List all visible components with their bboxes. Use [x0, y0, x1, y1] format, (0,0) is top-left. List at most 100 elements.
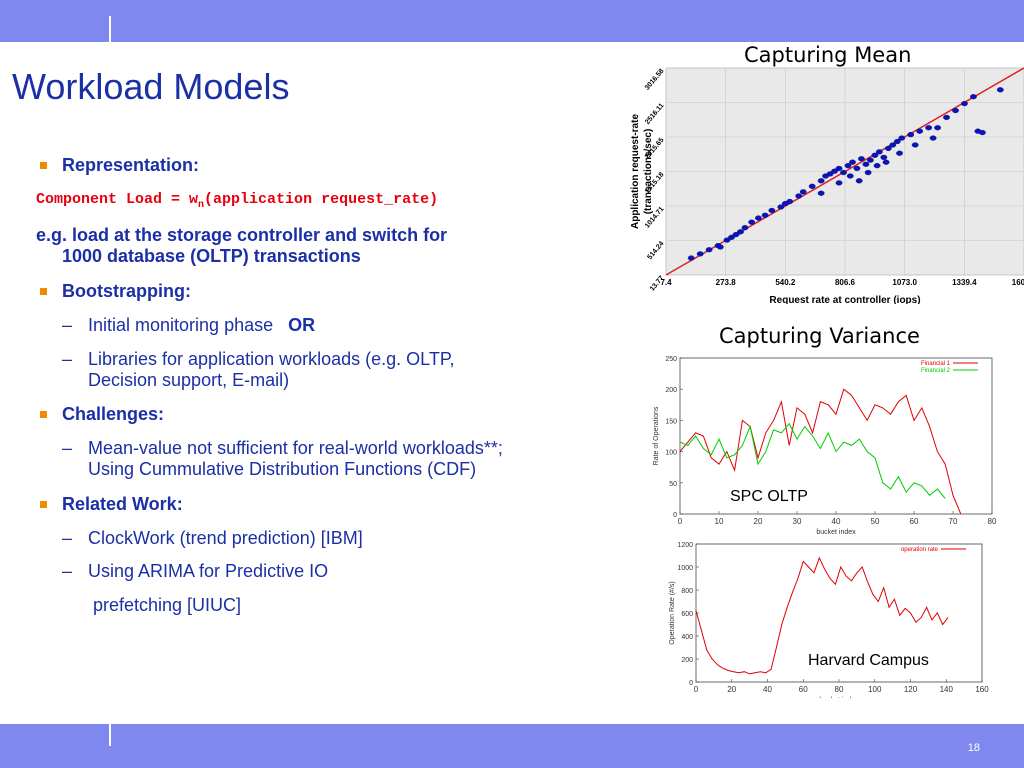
bootstrapping-heading: Bootstrapping:	[62, 281, 191, 301]
x-tick-label: 806.6	[835, 278, 856, 287]
y-tick-label: 200	[665, 387, 677, 394]
scatter-point	[799, 189, 807, 195]
scatter-point	[952, 107, 959, 114]
scatter-point	[817, 190, 825, 196]
example-line-2: 1000 database (OLTP) transactions	[62, 246, 361, 266]
x-tick-label: 80	[835, 685, 844, 694]
y-tick-label: 100	[665, 450, 677, 457]
spc-oltp-label: SPC OLTP	[726, 486, 812, 508]
bootstrap-item-1: Initial monitoring phase OR	[88, 315, 315, 336]
x-tick-label: 40	[763, 685, 772, 694]
scatter-point	[696, 251, 704, 257]
scatter-point	[835, 165, 843, 172]
series-line	[679, 422, 946, 499]
scatter-chart: 7.4273.8540.2806.61073.01339.41605.813.7…	[630, 67, 1024, 304]
scatter-point	[853, 165, 861, 172]
x-tick-label: 1605.8	[1012, 278, 1024, 287]
x-tick-label: 40	[832, 517, 841, 526]
scatter-point	[880, 154, 888, 160]
scatter-point	[889, 142, 897, 148]
scatter-point	[943, 114, 950, 120]
y-axis-label-line-2: (transactions/sec)	[643, 129, 654, 215]
y-tick-label: 800	[681, 588, 693, 595]
scatter-point	[687, 255, 695, 261]
x-tick-label: 70	[949, 517, 958, 526]
y-tick-label: 400	[681, 634, 693, 641]
x-tick-label: 100	[868, 685, 882, 694]
scatter-point	[840, 169, 847, 176]
related-item-1: ClockWork (trend prediction) [IBM]	[88, 528, 363, 548]
dash-icon: –	[62, 528, 73, 548]
x-tick-label: 0	[694, 685, 699, 694]
x-tick-label: 120	[904, 685, 918, 694]
scatter-point	[970, 94, 977, 100]
related-item-2-line-1: Using ARIMA for Predictive IO	[88, 561, 329, 581]
scatter-point	[929, 135, 937, 141]
legend-label: Financial 1	[921, 361, 951, 367]
bullet-icon	[40, 288, 47, 295]
dash-icon: –	[62, 561, 73, 581]
scatter-point	[978, 129, 986, 136]
scatter-point	[875, 149, 883, 155]
bootstrap-item-1-text: Initial monitoring phase	[88, 315, 274, 335]
challenge-line-2: Using Cummulative Distribution Functions…	[88, 459, 477, 479]
scatter-point	[864, 169, 872, 176]
capturing-mean-caption: Capturing Mean	[744, 43, 912, 67]
scatter-point	[835, 180, 843, 186]
related-work-heading: Related Work:	[62, 494, 183, 514]
y-axis-label: Operation Rate (#/s)	[669, 581, 676, 644]
bootstrap-item-1-or: OR	[288, 315, 316, 335]
scatter-point	[893, 138, 901, 145]
scatter-point	[896, 150, 903, 156]
x-tick-label: 80	[988, 517, 997, 526]
bullet-icon	[40, 162, 47, 169]
x-tick-label: 20	[727, 685, 736, 694]
x-tick-label: 140	[940, 685, 954, 694]
scatter-point	[817, 178, 825, 184]
y-tick-label: 250	[665, 356, 677, 363]
x-tick-label: 160	[975, 685, 989, 694]
formula-subscript: n	[198, 200, 205, 211]
series-line	[695, 556, 949, 675]
harvard-campus-label: Harvard Campus	[804, 650, 933, 672]
scatter-point	[871, 152, 879, 158]
challenges-heading: Challenges:	[62, 404, 165, 424]
scatter-point	[716, 244, 724, 250]
challenge-line-1: Mean-value not sufficient for real-world…	[88, 438, 503, 458]
scatter-point	[961, 101, 968, 107]
bullet-icon	[40, 501, 47, 508]
x-tick-label: 1073.0	[892, 278, 917, 287]
series-line	[679, 388, 962, 515]
y-tick-label: 50	[669, 481, 677, 488]
scatter-point	[934, 125, 941, 131]
representation-heading: Representation:	[62, 155, 200, 175]
scatter-point	[755, 215, 762, 221]
dash-icon: –	[62, 438, 73, 458]
y-axis-label: Rate of Operations	[653, 406, 660, 465]
scatter-point	[882, 159, 890, 165]
slide-title: Workload Models	[12, 66, 290, 107]
bootstrap-item-2-line-2: Decision support, E-mail)	[88, 370, 290, 390]
related-item-2-line-2: prefetching [UIUC]	[93, 595, 242, 615]
harvard-campus-chart: 0 20 40 60 80 100 120 140 160 0 200 400 600 800 1000 12…	[669, 542, 989, 698]
scatter-point	[846, 173, 854, 179]
scatter-point	[795, 193, 803, 199]
x-tick-label: 50	[871, 517, 880, 526]
scatter-point	[705, 247, 713, 253]
scatter-point	[849, 159, 856, 165]
scatter-point	[761, 212, 769, 218]
x-tick-label: 20	[754, 517, 763, 526]
x-tick-label: 0	[678, 517, 683, 526]
x-tick-label: 1339.4	[952, 278, 977, 287]
x-axis-label: bucket index	[819, 697, 859, 698]
formula: Component Load = wn(application request_…	[36, 191, 438, 211]
scatter-point	[916, 128, 924, 134]
scatter-point	[996, 87, 1004, 93]
y-tick-label: 2516.11	[644, 102, 665, 126]
x-tick-label: 7.4	[660, 278, 672, 287]
bootstrap-item-2-line-1: Libraries for application workloads (e.g…	[88, 349, 455, 369]
y-tick-label: 1200	[677, 542, 693, 549]
y-tick-label: 1000	[677, 565, 693, 572]
formula-suffix: (application request_rate)	[204, 191, 439, 208]
banner-divider	[109, 16, 111, 42]
